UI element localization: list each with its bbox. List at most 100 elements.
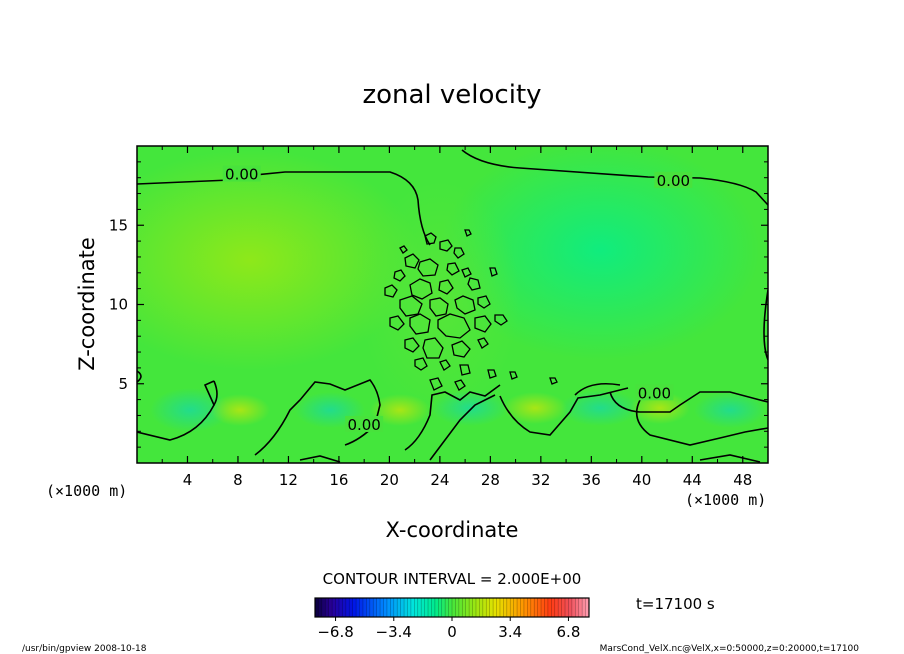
colorbar-band: [352, 598, 357, 617]
contour-cell: [438, 279, 454, 295]
colorbar-band: [434, 598, 439, 617]
colorbar-band: [318, 598, 323, 617]
contour-label-bg: [654, 171, 693, 188]
colorbar-band: [517, 598, 521, 617]
colorbar-band: [390, 598, 395, 617]
heatmap-blob: [137, 150, 420, 370]
colorbar-tick-label: −6.8: [317, 623, 353, 641]
x-tick-label: 32: [531, 471, 550, 489]
colorbar-band: [465, 598, 470, 617]
contour-cell: [437, 313, 471, 339]
x-axis: 4 8 12 16 20 24 28 32 36 40 44 48: [161, 146, 752, 489]
colorbar-band: [523, 598, 528, 617]
colorbar-band: [421, 598, 425, 617]
contour-cell: [454, 379, 466, 391]
y-axis-label: Z-coordinate: [75, 237, 99, 371]
contour-cell: [467, 277, 481, 291]
contour-cell: [417, 258, 439, 277]
colorbar-band: [325, 598, 330, 617]
contour-cell: [404, 253, 420, 269]
contour-label-bg: [222, 165, 261, 182]
x-tick-label: 12: [279, 471, 298, 489]
contour-cell: [404, 337, 420, 353]
colorbar-band: [397, 598, 402, 617]
contour-line: [574, 382, 621, 396]
colorbar-band: [428, 598, 432, 617]
colorbar-band: [342, 598, 347, 617]
heatmap-blob: [440, 146, 760, 360]
time-label: t=17100 s: [636, 595, 715, 613]
colorbar-band: [386, 598, 391, 617]
colorbar-tick-label: 3.4: [498, 623, 522, 641]
colorbar-band: [499, 598, 504, 617]
contour-line: [137, 370, 142, 383]
y-tick-label: 15: [109, 216, 128, 234]
colorbar-band: [585, 598, 590, 617]
colorbar-tick-label: 0: [447, 623, 457, 641]
colorbar-band: [544, 598, 549, 617]
colorbar-band: [400, 598, 405, 617]
colorbar-band: [578, 598, 583, 617]
colorbar-band: [356, 598, 360, 617]
y-tick-label: 5: [118, 375, 128, 393]
colorbar-band: [558, 598, 562, 617]
x-tick-label: 20: [380, 471, 399, 489]
heatmap-blob: [210, 394, 270, 426]
contour-cell: [399, 295, 423, 317]
colorbar-band: [455, 598, 460, 617]
contour-cell: [477, 337, 489, 349]
contour-line: [635, 399, 768, 446]
footer-left: /usr/bin/gpview 2008-10-18: [22, 644, 147, 654]
colorbar-ticks: −6.8 −3.4 0 3.4 6.8: [317, 617, 580, 641]
contour-cell: [549, 377, 558, 385]
colorbar-band: [565, 598, 569, 617]
colorbar-band: [541, 598, 545, 617]
colorbar-band: [513, 598, 518, 617]
colorbar-band: [472, 598, 477, 617]
colorbar-band: [482, 598, 487, 617]
contour-cell: [474, 315, 492, 333]
colorbar-band: [414, 598, 419, 617]
colorbar-band: [424, 598, 429, 617]
colorbar-band: [534, 598, 539, 617]
colorbar-band: [376, 598, 381, 617]
contour-label-bg: [635, 384, 674, 401]
contour-cell: [399, 245, 408, 254]
colorbar-band: [561, 598, 566, 617]
contour-cell: [446, 262, 460, 276]
x-tick-label: 24: [430, 471, 449, 489]
colorbar-band: [575, 598, 580, 617]
contour-line: [213, 380, 218, 406]
contour-cell: [477, 295, 491, 309]
contour-line: [254, 379, 381, 456]
contour-cell: [429, 297, 449, 317]
contour-line: [429, 394, 496, 461]
colorbar-band: [547, 598, 552, 617]
colorbar: [314, 597, 590, 618]
colorbar-band: [349, 598, 354, 617]
colorbar-band: [410, 598, 415, 617]
heatmap-blob: [150, 388, 230, 432]
contour-label: 0.00: [347, 416, 380, 434]
colorbar-band: [462, 598, 467, 617]
contour-cell: [453, 247, 465, 259]
colorbar-band: [445, 598, 449, 617]
colorbar-band: [510, 598, 515, 617]
contour-labels: 0.00 0.00 0.00 0.00: [222, 165, 693, 434]
heatmap-blob: [360, 180, 520, 420]
colorbar-band: [380, 598, 384, 617]
x-tick-label: 40: [632, 471, 651, 489]
heatmap-blob: [432, 390, 508, 426]
colorbar-band: [530, 598, 535, 617]
colorbar-band: [383, 598, 388, 617]
x-tick-label: 36: [582, 471, 601, 489]
colorbar-band: [438, 598, 443, 617]
colorbar-band: [448, 598, 453, 617]
y-tick-label: 10: [109, 296, 128, 314]
contour-line: [299, 455, 341, 463]
colorbar-band: [554, 598, 559, 617]
colorbar-band: [551, 598, 556, 617]
contour-cell: [461, 267, 472, 278]
colorbar-band: [571, 598, 576, 617]
